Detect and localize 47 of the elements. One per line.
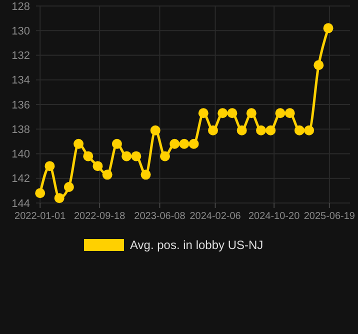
y-tick-label: 140 [12,148,30,161]
point [160,151,170,162]
point [179,138,190,149]
point [314,60,324,70]
point [112,138,122,149]
point [266,125,276,136]
point [227,108,238,118]
y-tick-label: 142 [12,173,30,186]
x-tick-label: 2024-10-20 [248,211,300,222]
point [44,161,55,172]
point [150,125,160,136]
y-tick-label: 138 [12,124,30,136]
x-tick-label: 2023-06-08 [134,211,186,222]
point [236,125,247,136]
x-tick-label: 2022-01-01 [14,211,66,222]
point [102,170,112,180]
legend-label: Avg. pos. in lobby US-NJ [130,238,264,252]
point [74,138,84,149]
point [218,108,228,118]
y-tick-label: 136 [12,99,30,112]
point [323,23,334,34]
x-tick-label: 2022-09-18 [74,211,126,222]
point [92,161,103,172]
point [122,151,132,162]
x-tick-label: 2025-06-19 [304,211,356,222]
point [304,125,314,136]
y-tick-label: 144 [12,198,30,210]
y-tick-label: 134 [12,74,30,87]
point [208,125,218,136]
y-tick-label: 128 [12,0,30,13]
point [188,138,199,149]
y-tick-label: 132 [12,50,30,62]
point [140,170,151,180]
point [246,108,256,118]
point [256,125,266,136]
point [54,193,64,204]
point [198,108,208,118]
point [64,182,74,192]
point [35,188,46,198]
point [131,151,142,162]
point [284,108,295,118]
y-tick-label: 130 [12,25,30,38]
point [294,125,304,136]
point [275,108,286,118]
point [170,138,180,149]
x-tick-label: 2024-02-06 [190,211,242,222]
point [83,151,94,162]
